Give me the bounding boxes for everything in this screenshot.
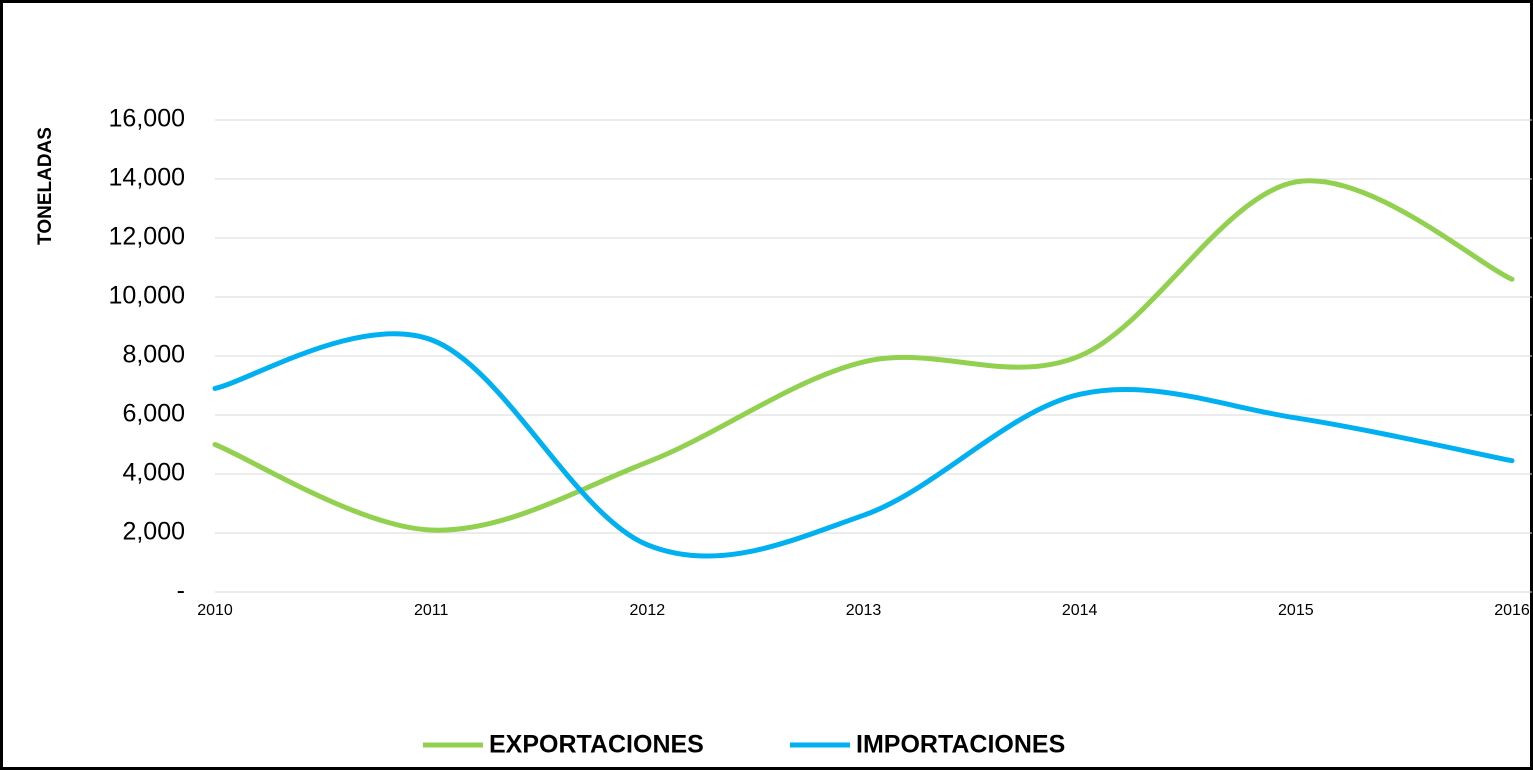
legend-label: EXPORTACIONES <box>489 731 704 759</box>
y-tick-label: 6,000 <box>122 400 185 428</box>
x-tick-label: 2013 <box>846 602 882 619</box>
y-tick-label: 2,000 <box>122 518 185 546</box>
y-tick-label: 16,000 <box>109 105 185 133</box>
series-line <box>212 178 1515 533</box>
x-tick-label: 2016 <box>1494 602 1530 619</box>
legend-label: IMPORTACIONES <box>856 731 1065 759</box>
x-tick-label: 2015 <box>1278 602 1314 619</box>
y-axis-label: TONELADAS <box>35 127 56 245</box>
x-tick-label: 2014 <box>1062 602 1098 619</box>
y-tick-label: 10,000 <box>109 282 185 310</box>
y-tick-label: 14,000 <box>109 164 185 192</box>
x-tick-label: 2011 <box>414 602 449 619</box>
series-line <box>212 331 1515 559</box>
x-tick-label: 2012 <box>630 602 666 619</box>
y-tick-label: 12,000 <box>109 223 185 251</box>
y-tick-label: 8,000 <box>122 341 185 369</box>
y-tick-label: 4,000 <box>122 459 185 487</box>
y-tick-label: - <box>177 577 185 605</box>
x-tick-label: 2010 <box>197 602 233 619</box>
